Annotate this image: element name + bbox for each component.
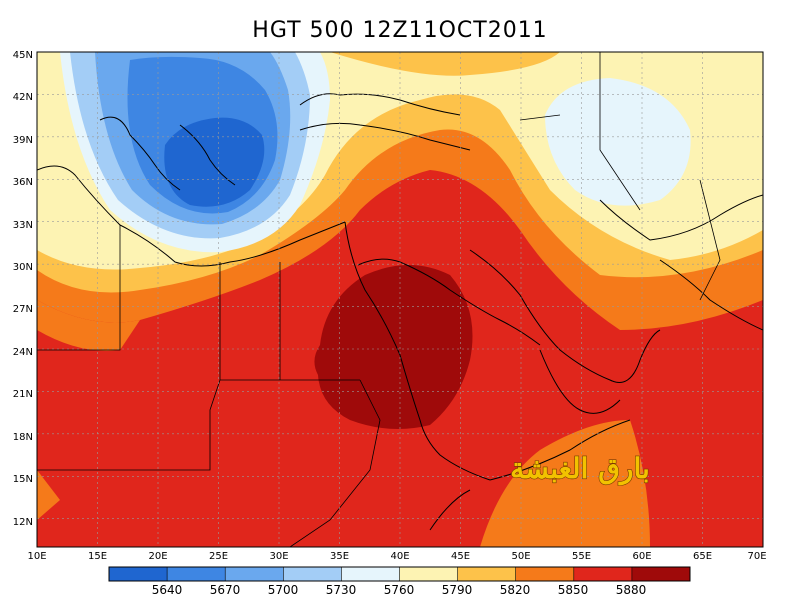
lon-tick: 15E [88, 551, 107, 562]
lat-tick: 45N [13, 50, 33, 61]
lat-tick: 27N [13, 304, 33, 315]
lat-tick: 21N [13, 389, 33, 400]
watermark-logo: بارق الغبشة [510, 452, 650, 486]
colorbar-label: 5790 [442, 583, 473, 597]
coastlines [37, 93, 763, 531]
lat-tick: 30N [13, 262, 33, 273]
contour-5850-sw [37, 470, 60, 520]
contour-5640 [164, 117, 265, 207]
colorbar-swatch [167, 567, 226, 581]
lon-tick: 30E [269, 551, 288, 562]
borders [37, 52, 721, 547]
lat-lon-grid [37, 52, 763, 547]
colorbar-label: 5670 [210, 583, 241, 597]
contour-5820-north [330, 52, 560, 76]
lat-tick: 24N [13, 347, 33, 358]
colorbar-swatch [515, 567, 575, 581]
lon-tick: 45E [451, 551, 470, 562]
lat-tick: 36N [13, 177, 33, 188]
colorbar-label: 5700 [268, 583, 299, 597]
colorbar-label: 5880 [616, 583, 647, 597]
colorbar [108, 566, 691, 582]
map-title: HGT 500 12Z11OCT2011 [252, 18, 548, 43]
lat-tick: 39N [13, 135, 33, 146]
lat-axis: 45N 42N 39N 36N 33N 30N 27N 24N 21N 18N … [13, 50, 33, 528]
lat-tick: 33N [13, 220, 33, 231]
lat-tick: 12N [13, 517, 33, 528]
lon-tick: 55E [572, 551, 591, 562]
lon-tick: 60E [632, 551, 651, 562]
lat-tick: 42N [13, 92, 33, 103]
colorbar-swatch [399, 567, 459, 581]
lon-tick: 50E [511, 551, 530, 562]
colorbar-label: 5730 [326, 583, 357, 597]
lon-tick: 35E [330, 551, 349, 562]
colorbar-label: 5760 [384, 583, 415, 597]
lat-tick: 15N [13, 474, 33, 485]
colorbar-swatch [573, 567, 633, 581]
lon-tick: 20E [148, 551, 167, 562]
lon-tick: 25E [209, 551, 228, 562]
colorbar-swatch [341, 567, 400, 581]
lon-tick: 10E [27, 551, 46, 562]
lon-tick: 40E [390, 551, 409, 562]
colorbar-labels: 5640 5670 5700 5730 5760 5790 5820 5850 … [152, 583, 647, 597]
colorbar-swatch [283, 567, 342, 581]
colorbar-swatch [225, 567, 284, 581]
contour-5850-se [480, 420, 650, 547]
lon-tick: 65E [693, 551, 712, 562]
colorbar-swatch [457, 567, 517, 581]
contour-5910 [314, 265, 473, 429]
colorbar-swatch [631, 567, 691, 581]
contour-5850-left [37, 300, 140, 351]
colorbar-label: 5640 [152, 583, 183, 597]
colorbar-swatch [109, 567, 168, 581]
colorbar-label: 5850 [558, 583, 589, 597]
map-frame [36, 51, 764, 548]
lon-tick: 70E [747, 551, 766, 562]
lat-tick: 18N [13, 432, 33, 443]
colorbar-label: 5820 [500, 583, 531, 597]
lon-axis: 10E 15E 20E 25E 30E 35E 40E 45E 50E 55E … [27, 551, 766, 562]
